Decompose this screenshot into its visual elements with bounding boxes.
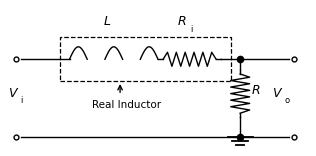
Text: Real Inductor: Real Inductor xyxy=(92,100,161,110)
Text: i: i xyxy=(21,96,23,105)
Text: R: R xyxy=(177,15,186,28)
Text: V: V xyxy=(272,87,281,100)
Text: V: V xyxy=(9,87,17,100)
Text: o: o xyxy=(284,96,289,105)
Text: R: R xyxy=(252,84,260,97)
Text: i: i xyxy=(190,25,192,34)
Bar xyxy=(60,37,231,81)
Text: L: L xyxy=(104,15,111,28)
